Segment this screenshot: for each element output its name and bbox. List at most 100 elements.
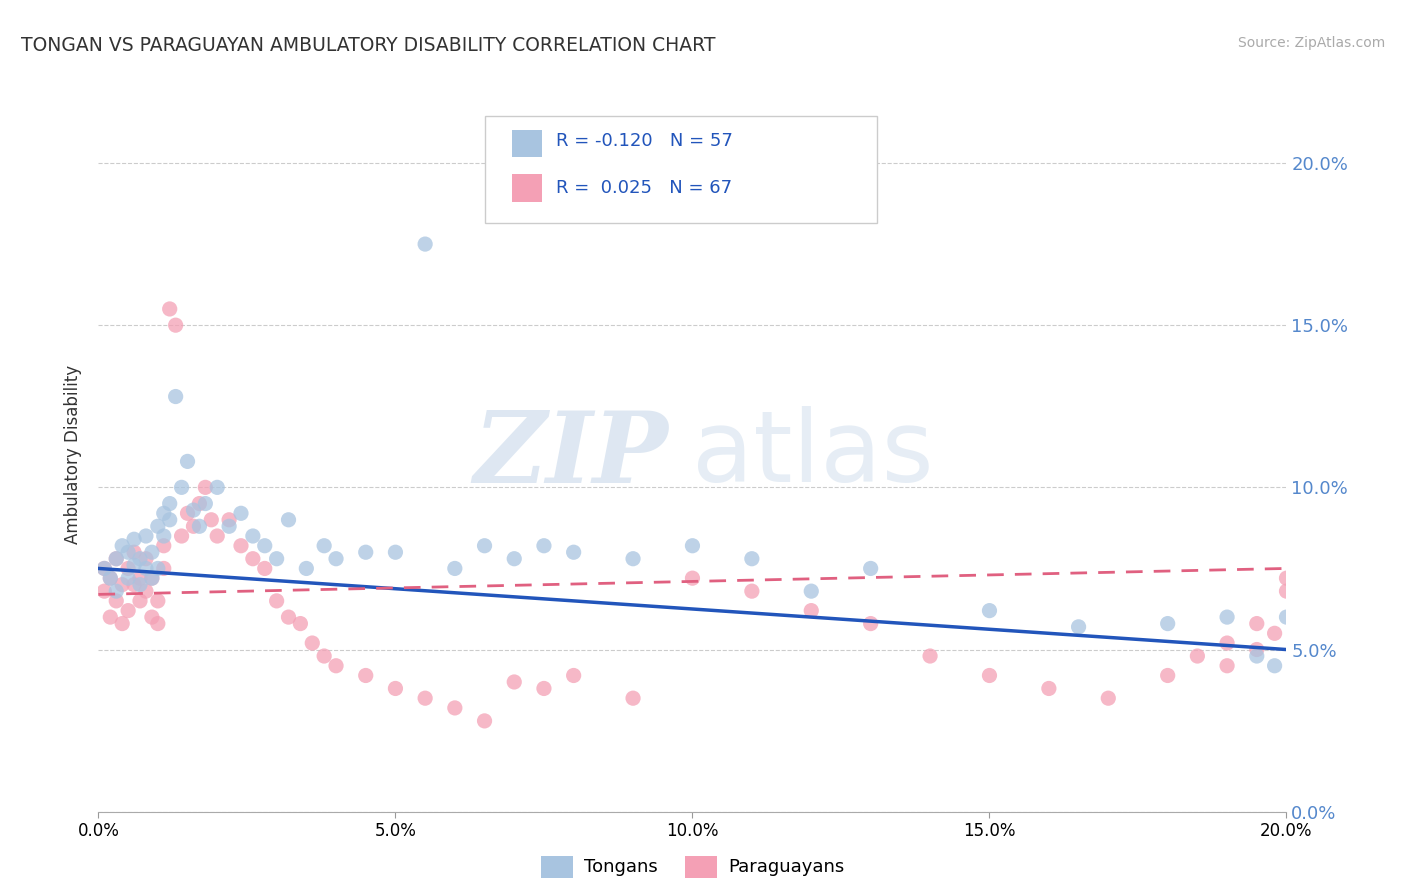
Point (413, 237, 436, 252)
Point (621, 691, 644, 706)
Point (1216, 610, 1239, 624)
Point (562, 545, 585, 559)
Point (503, 551, 526, 566)
Point (159, 513, 181, 527)
Point (325, 658, 347, 673)
Point (98, 571, 121, 585)
Point (474, 714, 496, 728)
Point (533, 681, 555, 696)
Point (1038, 681, 1060, 696)
Point (111, 616, 134, 631)
Point (859, 561, 882, 575)
Point (1216, 636, 1239, 650)
Point (152, 561, 174, 575)
Point (207, 529, 229, 543)
Point (800, 604, 823, 618)
Point (129, 551, 152, 566)
Point (242, 529, 264, 543)
Point (562, 668, 585, 682)
Point (146, 594, 169, 608)
Point (1246, 616, 1268, 631)
Point (122, 558, 145, 573)
Point (218, 513, 240, 527)
Point (1264, 658, 1286, 673)
Point (621, 551, 644, 566)
Point (141, 571, 163, 585)
Point (152, 529, 174, 543)
Point (979, 604, 1001, 618)
Point (682, 539, 704, 553)
Point (111, 539, 134, 553)
Point (979, 668, 1001, 682)
Point (135, 529, 157, 543)
Point (1216, 658, 1239, 673)
Point (93, 561, 115, 575)
Point (159, 301, 181, 316)
Point (117, 571, 139, 585)
Point (474, 539, 496, 553)
Point (146, 616, 169, 631)
Point (354, 668, 377, 682)
Point (682, 571, 704, 585)
Point (129, 577, 152, 591)
Point (920, 648, 942, 663)
Point (159, 497, 181, 511)
Point (141, 571, 163, 585)
Point (141, 545, 163, 559)
Point (152, 506, 174, 520)
Point (443, 701, 465, 715)
Y-axis label: Ambulatory Disability: Ambulatory Disability (65, 366, 83, 544)
Point (146, 519, 169, 533)
Point (129, 571, 152, 585)
Point (98, 610, 121, 624)
Point (384, 545, 406, 559)
Point (117, 604, 139, 618)
Point (1275, 571, 1298, 585)
Point (325, 551, 347, 566)
Point (503, 675, 526, 690)
Point (183, 503, 205, 517)
Point (188, 497, 211, 511)
Point (1275, 610, 1298, 624)
Point (384, 681, 406, 696)
Point (800, 584, 823, 599)
Point (105, 551, 128, 566)
Point (200, 513, 222, 527)
Point (413, 691, 436, 706)
Point (229, 506, 252, 520)
FancyBboxPatch shape (512, 175, 541, 202)
Point (170, 480, 193, 494)
Point (165, 390, 187, 404)
Point (266, 551, 288, 566)
Point (242, 551, 264, 566)
Point (1275, 584, 1298, 599)
Point (122, 533, 145, 547)
Text: TONGAN VS PARAGUAYAN AMBULATORY DISABILITY CORRELATION CHART: TONGAN VS PARAGUAYAN AMBULATORY DISABILI… (21, 36, 716, 54)
Point (1097, 691, 1119, 706)
Point (111, 577, 134, 591)
Point (188, 519, 211, 533)
FancyBboxPatch shape (485, 116, 876, 223)
Point (183, 519, 205, 533)
Text: ZIP: ZIP (474, 407, 669, 503)
Point (1067, 620, 1090, 634)
Point (218, 519, 240, 533)
Point (229, 539, 252, 553)
Point (176, 454, 198, 468)
Point (122, 545, 145, 559)
Point (859, 616, 882, 631)
Point (105, 551, 128, 566)
Point (314, 648, 336, 663)
Text: R =  0.025   N = 67: R = 0.025 N = 67 (555, 179, 733, 197)
Point (290, 616, 312, 631)
Point (194, 480, 217, 494)
Point (98, 571, 121, 585)
Point (141, 610, 163, 624)
Point (1246, 648, 1268, 663)
Point (253, 561, 276, 575)
Point (122, 577, 145, 591)
Point (105, 584, 128, 599)
Point (146, 561, 169, 575)
Point (1156, 668, 1178, 682)
Point (1264, 626, 1286, 640)
